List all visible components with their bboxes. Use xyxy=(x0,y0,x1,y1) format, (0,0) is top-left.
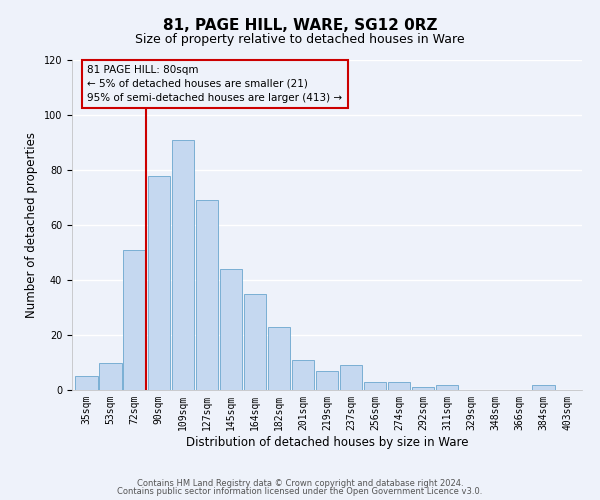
Bar xyxy=(124,250,146,390)
Bar xyxy=(388,382,410,390)
Text: 81 PAGE HILL: 80sqm
← 5% of detached houses are smaller (21)
95% of semi-detache: 81 PAGE HILL: 80sqm ← 5% of detached hou… xyxy=(88,65,343,103)
X-axis label: Distribution of detached houses by size in Ware: Distribution of detached houses by size … xyxy=(186,436,468,448)
Bar xyxy=(292,360,314,390)
Bar xyxy=(340,365,362,390)
Bar xyxy=(436,384,458,390)
Bar xyxy=(244,294,266,390)
Text: Size of property relative to detached houses in Ware: Size of property relative to detached ho… xyxy=(135,32,465,46)
Y-axis label: Number of detached properties: Number of detached properties xyxy=(25,132,38,318)
Text: 81, PAGE HILL, WARE, SG12 0RZ: 81, PAGE HILL, WARE, SG12 0RZ xyxy=(163,18,437,32)
Text: Contains public sector information licensed under the Open Government Licence v3: Contains public sector information licen… xyxy=(118,487,482,496)
Bar xyxy=(76,376,98,390)
Bar xyxy=(196,200,218,390)
Bar xyxy=(148,176,170,390)
Bar xyxy=(316,371,338,390)
Bar xyxy=(412,387,434,390)
Bar xyxy=(268,327,290,390)
Bar xyxy=(220,269,242,390)
Bar xyxy=(364,382,386,390)
Bar xyxy=(532,384,554,390)
Text: Contains HM Land Registry data © Crown copyright and database right 2024.: Contains HM Land Registry data © Crown c… xyxy=(137,478,463,488)
Bar xyxy=(172,140,194,390)
Bar xyxy=(100,362,122,390)
